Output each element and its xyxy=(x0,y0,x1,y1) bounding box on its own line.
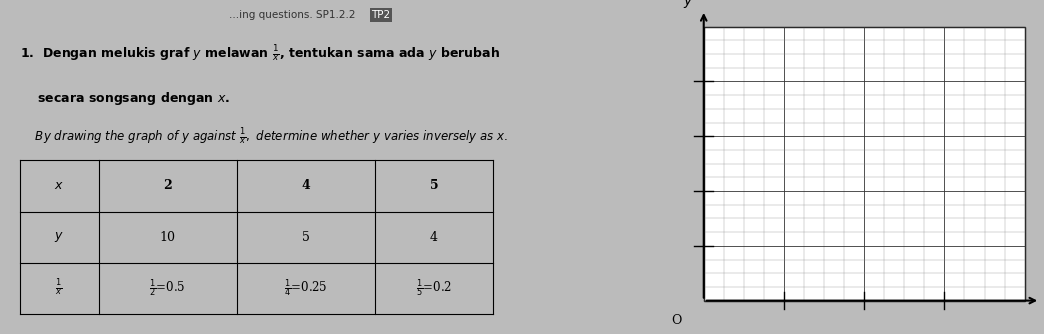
Text: $\frac{1}{x}$: $\frac{1}{x}$ xyxy=(55,278,63,299)
Text: $\frac{1}{2}$=0.5: $\frac{1}{2}$=0.5 xyxy=(149,278,186,299)
Text: TP2: TP2 xyxy=(372,10,390,20)
Text: $\frac{1}{4}$=0.25: $\frac{1}{4}$=0.25 xyxy=(284,278,328,299)
Text: $\frac{1}{5}$=0.2: $\frac{1}{5}$=0.2 xyxy=(416,278,452,299)
Text: $y$: $y$ xyxy=(683,0,693,10)
Text: 10: 10 xyxy=(160,231,175,243)
Text: 5: 5 xyxy=(429,179,438,192)
Text: ...ing questions. SP1.2.2: ...ing questions. SP1.2.2 xyxy=(229,10,361,20)
Text: $x$: $x$ xyxy=(54,179,64,192)
FancyBboxPatch shape xyxy=(704,27,1024,301)
Text: O: O xyxy=(671,314,682,327)
Text: $\it{By\ drawing\ the\ graph\ of\ y\ against}$ $\frac{1}{x}$$\it{,\ determine\ w: $\it{By\ drawing\ the\ graph\ of\ y\ aga… xyxy=(20,127,508,147)
Text: 2: 2 xyxy=(163,179,172,192)
Text: 5: 5 xyxy=(302,231,310,243)
Text: $y$: $y$ xyxy=(54,230,64,244)
Text: secara songsang dengan $x$.: secara songsang dengan $x$. xyxy=(20,90,230,107)
Text: 4: 4 xyxy=(430,231,437,243)
Text: 1.  Dengan melukis graf $y$ melawan $\frac{1}{x}$, tentukan sama ada $y$ berubah: 1. Dengan melukis graf $y$ melawan $\fra… xyxy=(20,43,500,64)
Text: 4: 4 xyxy=(302,179,310,192)
